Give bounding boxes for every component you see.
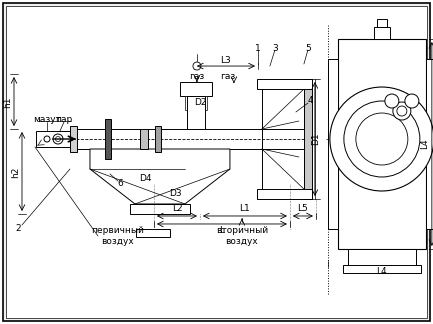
Text: мазут: мазут bbox=[33, 114, 61, 123]
Circle shape bbox=[393, 102, 411, 120]
Circle shape bbox=[385, 94, 399, 108]
Circle shape bbox=[53, 134, 63, 144]
Text: D3: D3 bbox=[168, 190, 181, 199]
Bar bbox=[343, 265, 421, 273]
Bar bbox=[374, 27, 390, 39]
Text: L2: L2 bbox=[171, 204, 182, 214]
Text: 5: 5 bbox=[305, 43, 311, 52]
Circle shape bbox=[55, 136, 61, 142]
Bar bbox=[262, 149, 304, 194]
Circle shape bbox=[330, 87, 433, 191]
Bar bbox=[180, 82, 212, 96]
Bar bbox=[155, 126, 161, 152]
Circle shape bbox=[397, 106, 407, 116]
Text: 4: 4 bbox=[307, 96, 313, 105]
Text: L: L bbox=[220, 226, 224, 236]
Bar bbox=[257, 189, 312, 199]
Text: пар: пар bbox=[55, 114, 73, 123]
Text: газ: газ bbox=[189, 72, 204, 81]
Text: 6: 6 bbox=[117, 179, 123, 189]
Circle shape bbox=[44, 136, 50, 142]
Bar bbox=[70, 126, 77, 152]
Text: h2: h2 bbox=[12, 166, 20, 178]
Text: L4: L4 bbox=[377, 268, 387, 276]
Bar bbox=[187, 96, 205, 129]
Text: D1: D1 bbox=[311, 133, 320, 145]
Text: газ: газ bbox=[220, 72, 236, 81]
Bar bbox=[140, 129, 148, 149]
Bar bbox=[348, 249, 416, 267]
Text: L1: L1 bbox=[239, 204, 250, 214]
Bar bbox=[377, 19, 387, 27]
Bar bbox=[143, 149, 163, 191]
Bar bbox=[338, 39, 426, 249]
Bar bbox=[75, 129, 262, 149]
Bar bbox=[105, 119, 111, 159]
Text: D4: D4 bbox=[139, 175, 151, 183]
Bar bbox=[136, 229, 170, 237]
Text: L4: L4 bbox=[420, 139, 430, 149]
Bar bbox=[328, 59, 338, 229]
Text: первичный
воздух: первичный воздух bbox=[91, 226, 144, 246]
Text: вторичный
воздух: вторичный воздух bbox=[216, 226, 268, 246]
Text: L3: L3 bbox=[220, 55, 231, 64]
Circle shape bbox=[344, 101, 420, 177]
Text: L5: L5 bbox=[297, 204, 308, 214]
Bar bbox=[262, 84, 304, 129]
Polygon shape bbox=[90, 149, 230, 204]
Text: 3: 3 bbox=[272, 43, 278, 52]
Circle shape bbox=[193, 62, 201, 70]
Bar bbox=[185, 96, 207, 110]
Bar bbox=[426, 59, 433, 229]
Circle shape bbox=[356, 113, 408, 165]
Bar bbox=[304, 79, 312, 199]
Bar bbox=[136, 189, 170, 197]
Text: h1: h1 bbox=[3, 96, 13, 108]
Text: D2: D2 bbox=[194, 98, 206, 107]
Bar bbox=[36, 131, 72, 147]
Bar bbox=[130, 204, 190, 214]
Circle shape bbox=[405, 94, 419, 108]
Text: 2: 2 bbox=[15, 225, 21, 234]
Text: 1: 1 bbox=[255, 43, 261, 52]
Bar bbox=[257, 79, 312, 89]
